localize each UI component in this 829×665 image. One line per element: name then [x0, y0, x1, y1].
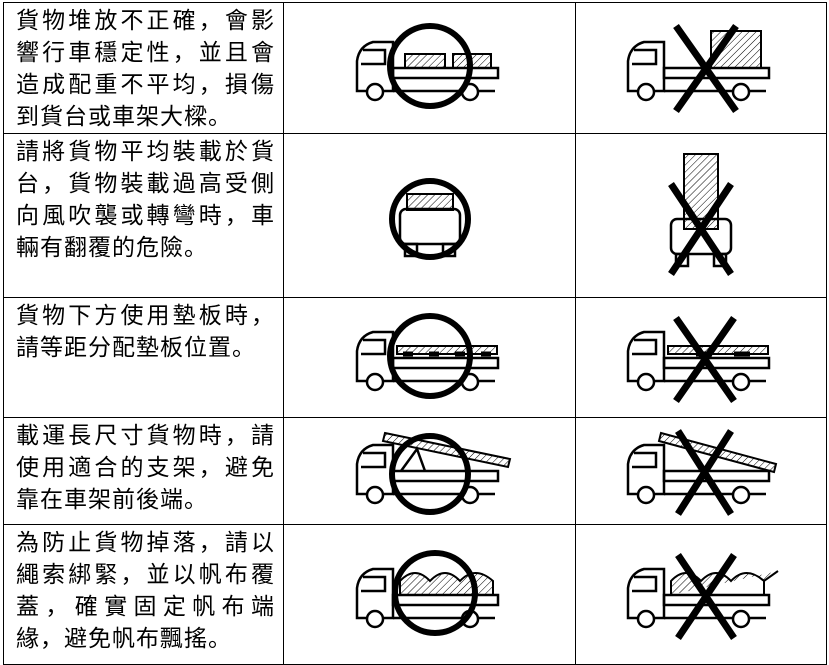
illustration-correct [388, 177, 471, 260]
cell-correct [283, 133, 576, 298]
illustration-correct [355, 549, 499, 636]
illustration-correct [355, 23, 499, 109]
illustration-wrong [626, 552, 779, 640]
illustration-correct [355, 431, 511, 515]
row: 載運長尺寸貨物時，請使用適合的支架，避免靠在車架前後端。 [3, 417, 827, 525]
illustration-wrong [626, 429, 778, 516]
cell-text: 為防止貨物掉落，請以繩索綁緊，並以帆布覆蓋，確實固定帆布端緣，避免帆布飄搖。 [3, 524, 284, 665]
cell-wrong [575, 417, 827, 525]
cell-wrong [575, 524, 827, 665]
illustration-wrong [626, 23, 771, 114]
cell-text: 請將貨物平均裝載於貨台，貨物裝載過高受側向風吹襲或轉彎時，車輛有翻覆的危險。 [3, 133, 284, 298]
row: 為防止貨物掉落，請以繩索綁緊，並以帆布覆蓋，確實固定帆布端緣，避免帆布飄搖。 [3, 524, 827, 665]
row: 貨物下方使用墊板時，請等距分配墊板位置。 [3, 297, 827, 418]
cell-correct [283, 2, 576, 134]
cell-wrong [575, 2, 827, 134]
cell-wrong [575, 133, 827, 298]
illustration-correct [355, 312, 499, 399]
cell-text: 貨物下方使用墊板時，請等距分配墊板位置。 [3, 297, 284, 418]
cell-text: 載運長尺寸貨物時，請使用適合的支架，避免靠在車架前後端。 [3, 417, 284, 525]
cell-text: 貨物堆放不正確，會影響行車穩定性，並且會造成配重不平均，損傷到貨台或車架大樑。 [3, 2, 284, 134]
cell-correct [283, 417, 576, 525]
cell-correct [283, 524, 576, 665]
row: 請將貨物平均裝載於貨台，貨物裝載過高受側向風吹襲或轉彎時，車輛有翻覆的危險。 [3, 133, 827, 298]
instruction-table: 貨物堆放不正確，會影響行車穩定性，並且會造成配重不平均，損傷到貨台或車架大樑。 … [3, 2, 827, 665]
cell-correct [283, 297, 576, 418]
row: 貨物堆放不正確，會影響行車穩定性，並且會造成配重不平均，損傷到貨台或車架大樑。 [3, 2, 827, 134]
cell-wrong [575, 297, 827, 418]
illustration-wrong [626, 315, 771, 403]
illustration-wrong [668, 152, 734, 276]
